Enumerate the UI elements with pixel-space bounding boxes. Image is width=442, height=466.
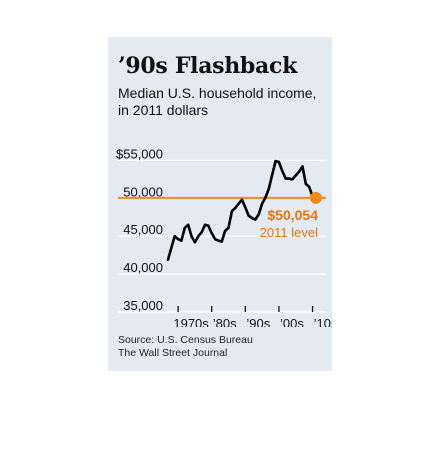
x-tick-label: 1970s	[173, 316, 209, 327]
x-tick-label: ’00s	[280, 316, 304, 327]
annotation-value: $50,054	[267, 207, 318, 223]
source-note: Source: U.S. Census Bureau The Wall Stre…	[118, 334, 253, 360]
annotation-sublabel: 2011 level	[260, 225, 318, 240]
x-tick-label: ’80s	[213, 316, 237, 327]
y-tick-label: 35,000	[123, 298, 163, 313]
income-series-line	[166, 159, 318, 261]
x-tick-label: ’10s	[314, 316, 332, 327]
y-tick-label: $55,000	[116, 146, 163, 161]
chart-title: ’90s Flashback	[118, 53, 298, 79]
y-tick-label: 45,000	[123, 222, 163, 237]
line-chart: $55,000 50,000 45,000 40,000 35,000 1970s ’80s…	[116, 146, 332, 327]
chart-subtitle: Median U.S. household income, in 2011 do…	[118, 85, 317, 118]
source-line: The Wall Street Journal	[118, 347, 228, 359]
source-line: Source: U.S. Census Bureau	[118, 334, 253, 346]
chart-card: ’90s Flashback Median U.S. household inc…	[108, 37, 332, 371]
x-tick-label: ’90s	[246, 316, 270, 327]
y-tick-label: 40,000	[123, 260, 163, 275]
y-tick-label: 50,000	[123, 184, 163, 199]
highlight-dot	[309, 191, 322, 204]
